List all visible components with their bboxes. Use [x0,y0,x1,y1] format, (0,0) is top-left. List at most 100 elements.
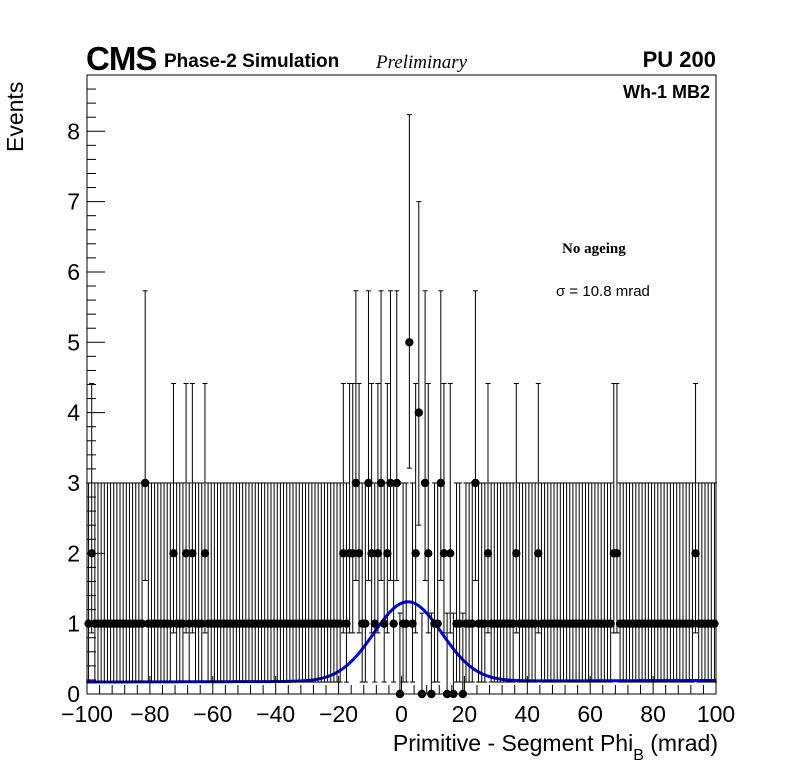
data-point-group [188,383,197,634]
data-point [351,478,361,488]
data-point [335,619,345,628]
station-label: Wh-1 MB2 [623,82,710,102]
condition-annotation: No ageing [562,241,626,257]
data-point-group [606,482,615,683]
x-tick-label: 100 [697,701,735,727]
y-tick-label: 8 [67,118,80,144]
data-point [140,478,150,488]
data-point [439,549,449,558]
data-point [348,549,357,558]
data-point [197,619,206,628]
x-tick-label: −20 [319,701,358,727]
fit-curve-layer [87,600,717,684]
data-point [383,549,392,558]
data-point-group [710,482,719,683]
data-point-group [455,482,464,683]
x-tick-label: 60 [577,701,603,727]
x-axis-label-sub: B [633,747,644,764]
data-point [612,549,622,558]
data-point [508,619,518,628]
data-point [380,619,389,628]
x-tick-label: −100 [61,701,113,727]
data-point-group [420,290,430,581]
data-point [408,619,417,628]
data-point [402,619,411,628]
x-tick-label: −80 [130,701,169,727]
data-point-group [348,383,357,634]
y-tick-label: 5 [67,329,80,355]
data-point [386,478,395,488]
data-point-group [335,482,345,683]
data-point-group [439,383,449,634]
data-point-group [424,383,433,634]
data-point [370,619,379,628]
data-points-layer [84,114,719,699]
data-point [446,549,455,558]
y-axis-label: Events [2,81,28,152]
data-point [169,549,178,558]
data-point [166,619,175,628]
data-point [688,619,697,628]
x-tick-label: 80 [640,701,666,727]
data-point [373,549,383,558]
y-tick-label: 7 [67,189,80,215]
x-tick-label: 20 [452,701,478,727]
data-point [468,619,477,628]
x-axis-label-main: Primitive - Segment Phi [392,730,634,756]
y-tick-label: 0 [67,681,80,707]
data-point-group [166,482,175,683]
data-point [483,549,493,558]
data-point-group [530,482,540,683]
data-point [471,478,480,488]
data-point-group [512,383,521,634]
data-point-group [342,482,351,683]
data-point [691,549,700,558]
data-point [710,619,719,628]
data-point [606,619,615,628]
y-tick-label: 4 [67,400,80,426]
data-point-group [405,114,414,469]
fit-curve [87,600,717,684]
data-point [530,619,540,628]
data-point-group [169,383,178,634]
plot-frame [86,74,717,695]
data-point-group [140,290,150,581]
data-point-group [370,482,379,683]
data-point-group [380,482,389,683]
data-point [188,549,197,558]
y-tick-label: 3 [67,470,80,496]
y-tick-label: 1 [67,611,80,637]
data-point [455,619,464,628]
status-label: Preliminary [376,52,468,73]
data-point-group [383,383,392,634]
data-point [367,549,376,558]
data-point [534,549,543,558]
data-point [512,549,521,558]
pileup-label: PU 200 [642,47,716,72]
data-point-group [181,383,191,634]
data-point [361,619,370,628]
x-tick-label: −40 [256,701,295,727]
data-point-group [480,482,490,683]
data-point [181,549,191,558]
data-point-group [392,290,401,581]
data-point-group [534,383,543,634]
experiment-label: CMS [86,40,157,77]
data-point [200,549,210,558]
data-point-group [688,482,697,683]
data-point [376,478,386,488]
data-point [137,619,147,628]
data-point [405,338,414,347]
data-point [436,478,446,488]
data-point-group [446,383,455,634]
data-point-group [408,482,417,683]
data-point-group [508,482,518,683]
data-point-group [197,482,206,683]
data-point [433,619,442,628]
simulation-label: Phase-2 Simulation [164,51,340,72]
y-tick-label: 6 [67,259,80,285]
x-axis-label: Primitive - Segment PhiB (mrad) [393,730,718,765]
x-tick-label: 0 [395,701,408,727]
data-point-group [178,482,188,683]
